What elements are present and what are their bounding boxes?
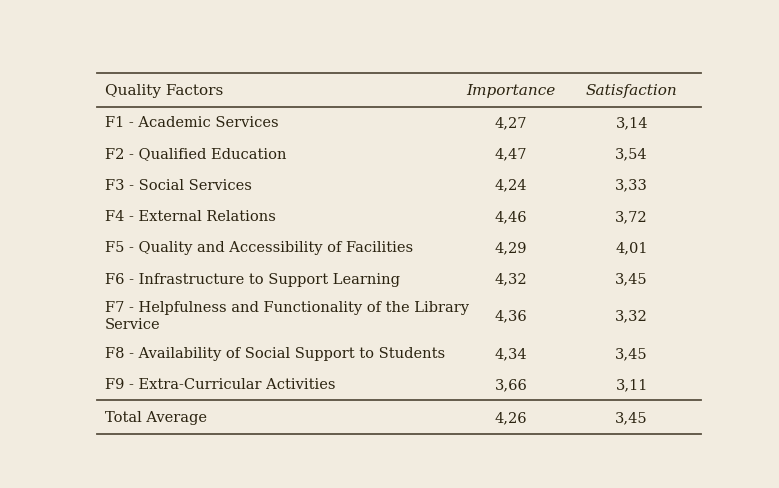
Text: Satisfaction: Satisfaction [586,83,678,98]
Text: 4,26: 4,26 [495,410,527,424]
Text: 4,46: 4,46 [495,209,527,224]
Text: Total Average: Total Average [104,410,206,424]
Text: F5 - Quality and Accessibility of Facilities: F5 - Quality and Accessibility of Facili… [104,241,413,255]
Text: 4,29: 4,29 [495,241,527,255]
Text: 3,45: 3,45 [615,346,648,360]
Text: F1 - Academic Services: F1 - Academic Services [104,116,278,130]
Text: 4,47: 4,47 [495,147,527,161]
Text: 4,32: 4,32 [495,272,527,286]
Text: 3,66: 3,66 [495,378,527,391]
Text: 3,72: 3,72 [615,209,648,224]
Text: 4,34: 4,34 [495,346,527,360]
Text: 4,01: 4,01 [615,241,648,255]
Text: F8 - Availability of Social Support to Students: F8 - Availability of Social Support to S… [104,346,445,360]
Text: 3,45: 3,45 [615,272,648,286]
Text: Quality Factors: Quality Factors [104,83,223,98]
Text: 3,45: 3,45 [615,410,648,424]
Text: F7 - Helpfulness and Functionality of the Library
Service: F7 - Helpfulness and Functionality of th… [104,301,469,332]
Text: F3 - Social Services: F3 - Social Services [104,179,252,192]
Text: 4,24: 4,24 [495,179,527,192]
Text: F6 - Infrastructure to Support Learning: F6 - Infrastructure to Support Learning [104,272,400,286]
Text: F4 - External Relations: F4 - External Relations [104,209,276,224]
Text: 4,27: 4,27 [495,116,527,130]
Text: 3,11: 3,11 [615,378,648,391]
Text: 3,54: 3,54 [615,147,648,161]
Text: 3,14: 3,14 [615,116,648,130]
Text: 3,32: 3,32 [615,309,648,323]
Text: Importance: Importance [467,83,555,98]
Text: 4,36: 4,36 [495,309,527,323]
Text: 3,33: 3,33 [615,179,648,192]
Text: F2 - Qualified Education: F2 - Qualified Education [104,147,286,161]
Text: F9 - Extra-Curricular Activities: F9 - Extra-Curricular Activities [104,378,335,391]
